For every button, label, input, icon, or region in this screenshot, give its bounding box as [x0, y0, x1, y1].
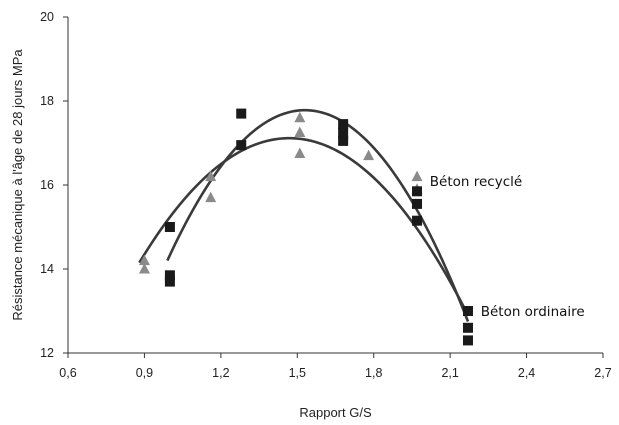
x-tick-label: 0,6 — [59, 366, 76, 380]
y-tick-label: 14 — [40, 262, 54, 276]
x-axis-label: Rapport G/S — [299, 405, 372, 420]
data-point-triangle — [138, 263, 150, 274]
data-point-square — [164, 270, 175, 281]
data-point-square — [462, 322, 473, 333]
data-point-square — [412, 215, 423, 226]
x-tick-label: 1,2 — [212, 366, 229, 380]
data-point-triangle — [294, 147, 306, 158]
y-axis-label: Résistance mécanique à l'âge de 28 jours… — [10, 49, 25, 321]
data-point-square — [236, 140, 247, 151]
data-point-square — [412, 198, 423, 209]
y-tick-label: 18 — [40, 94, 54, 108]
data-point-triangle — [411, 170, 423, 182]
series-label-ordinaire: Béton ordinaire — [481, 304, 585, 320]
data-point-triangle — [205, 191, 217, 203]
data-point-square — [338, 135, 349, 146]
data-point-triangle — [138, 254, 150, 266]
y-tick-label: 12 — [40, 346, 54, 360]
data-point-square — [338, 119, 349, 130]
data-point-triangle — [294, 111, 306, 123]
y-tick-label: 20 — [40, 10, 54, 24]
data-point-triangle — [205, 170, 217, 182]
x-tick-label: 2,7 — [594, 366, 611, 380]
y-tick-labels: 12 14 16 18 20 — [40, 10, 54, 360]
data-point-square — [462, 335, 473, 346]
axes — [63, 16, 604, 358]
fit-curve-ordinaire — [166, 108, 470, 322]
x-tick-label: 1,5 — [289, 366, 306, 380]
x-tick-label: 2,4 — [518, 366, 535, 380]
data-point-square — [164, 276, 175, 287]
x-tick-label: 2,1 — [441, 366, 458, 380]
data-point-square — [236, 108, 247, 119]
x-tick-label: 0,9 — [136, 366, 153, 380]
data-point-square — [164, 222, 175, 232]
series-label-recycle: Béton recyclé — [430, 174, 522, 190]
data-point-square — [338, 127, 349, 138]
y-tick-label: 16 — [40, 178, 54, 192]
x-tick-label: 1,8 — [365, 366, 382, 380]
data-markers — [138, 108, 473, 346]
x-tick-labels: 0,6 0,9 1,2 1,5 1,8 2,1 2,4 2,7 — [59, 366, 611, 380]
data-point-triangle — [294, 126, 306, 137]
data-point-square — [412, 186, 423, 197]
data-point-square — [462, 306, 473, 316]
data-point-triangle — [363, 149, 375, 161]
fit-curve-recycle — [138, 136, 470, 316]
